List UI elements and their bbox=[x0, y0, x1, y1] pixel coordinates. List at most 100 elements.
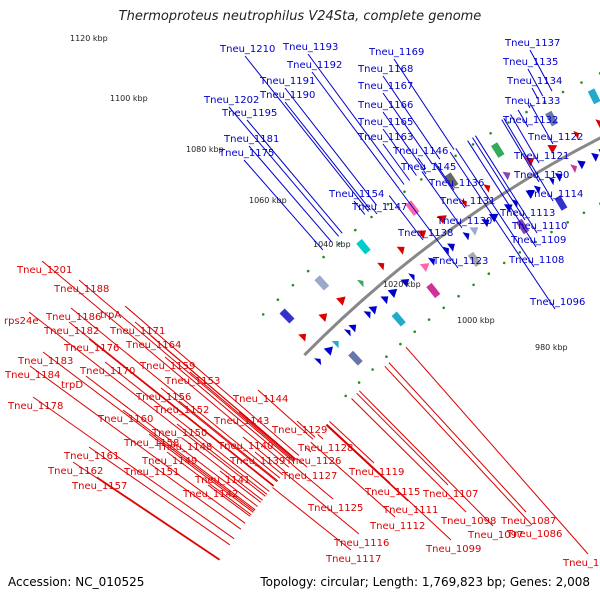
gene-feature-arrow bbox=[577, 160, 586, 170]
gene-feature-arrow bbox=[417, 230, 427, 239]
leader-line bbox=[382, 92, 433, 165]
gene-feature-arrow bbox=[548, 176, 555, 186]
leader-line bbox=[272, 487, 352, 551]
leader-line bbox=[189, 371, 295, 462]
gene-feature-arrow bbox=[533, 185, 541, 195]
leader-line bbox=[329, 421, 375, 464]
accession-text: Accession: NC_010525 bbox=[8, 575, 145, 589]
leader-line bbox=[164, 356, 293, 465]
gene-feature-arrow bbox=[318, 313, 328, 322]
leader-line bbox=[29, 365, 246, 524]
reverse-gene-label: Tneu_1170 bbox=[79, 366, 135, 377]
leader-line bbox=[467, 140, 537, 248]
leader-line bbox=[244, 55, 369, 212]
forward-gene-label: Tneu_1192 bbox=[286, 60, 342, 71]
reverse-gene-label: Tneu_1149 bbox=[141, 456, 197, 467]
reverse-gene-label: Tneu_1162 bbox=[47, 466, 103, 477]
leader-line bbox=[296, 420, 316, 438]
tick-dot bbox=[427, 318, 431, 321]
tick-dot bbox=[413, 330, 417, 334]
tick-dot bbox=[386, 202, 390, 206]
reverse-gene-label: trpA bbox=[100, 310, 121, 321]
leader-line bbox=[72, 461, 220, 561]
tick-dot bbox=[457, 294, 460, 298]
forward-gene-label: Tneu_1181 bbox=[223, 134, 279, 145]
leader-line bbox=[501, 119, 540, 183]
gene-feature-arrow bbox=[547, 145, 558, 154]
tick-dot bbox=[357, 381, 361, 384]
kbp-label: 1100 kbp bbox=[110, 94, 148, 103]
kbp-label: 1060 kbp bbox=[249, 196, 287, 205]
tick-dot bbox=[442, 306, 446, 310]
reverse-gene-label: Tneu_1126 bbox=[285, 456, 341, 467]
leader-line bbox=[384, 365, 533, 526]
reverse-gene-label: Tneu_1116 bbox=[333, 538, 389, 549]
forward-gene-label: Tneu_1166 bbox=[357, 100, 413, 111]
gene-feature-arrow bbox=[323, 346, 333, 356]
leader-line bbox=[296, 457, 308, 468]
leader-line bbox=[382, 75, 441, 160]
reverse-gene-label: Tneu_1201 bbox=[16, 265, 72, 276]
forward-gene-label: Tneu_1136 bbox=[428, 178, 484, 189]
tick-dot bbox=[525, 110, 528, 114]
reverse-gene-label: Tneu_1186 bbox=[45, 312, 101, 323]
forward-gene-label: Tneu_1147 bbox=[351, 202, 407, 213]
reverse-gene-label: Tneu_1129 bbox=[271, 425, 327, 436]
gene-feature-arrow bbox=[298, 333, 307, 342]
reverse-gene-label: Tneu_1125 bbox=[307, 503, 363, 514]
leader-line bbox=[148, 462, 242, 530]
forward-gene-label: Tneu_1134 bbox=[506, 76, 562, 87]
leader-line bbox=[88, 338, 274, 487]
reverse-gene-label: Tneu_1182 bbox=[43, 326, 99, 337]
forward-gene-label: Tneu_1163 bbox=[357, 132, 413, 143]
reverse-gene-label: Tneu_1158 bbox=[123, 438, 179, 449]
leader-line bbox=[160, 387, 278, 483]
leader-line bbox=[434, 162, 455, 191]
forward-gene-label: Tneu_1202 bbox=[203, 95, 259, 106]
leader-line bbox=[517, 109, 529, 128]
leader-line bbox=[317, 433, 324, 440]
gene-feature-arrow bbox=[595, 119, 600, 129]
reverse-gene-label: Tneu_1153 bbox=[164, 376, 220, 387]
forward-gene-label: Tneu_1096 bbox=[529, 297, 585, 308]
leader-line bbox=[529, 102, 554, 145]
reverse-gene-label: Tneu_1139 bbox=[229, 456, 285, 467]
leader-line bbox=[68, 321, 275, 487]
leader-line bbox=[449, 151, 556, 310]
leader-line bbox=[417, 157, 427, 170]
forward-gene-label: Tneu_1132 bbox=[502, 115, 558, 126]
forward-gene-label: Tneu_1167 bbox=[357, 81, 413, 92]
gene-feature-arrow bbox=[447, 243, 455, 252]
gene-feature-arrow bbox=[368, 306, 377, 315]
genome-backbone-arc bbox=[303, 136, 600, 357]
tick-dot bbox=[518, 251, 522, 254]
leader-line bbox=[124, 305, 300, 456]
forward-gene-label: Tneu_1114 bbox=[527, 189, 583, 200]
reverse-gene-label: Tneu_1098 bbox=[440, 516, 496, 527]
kbp-label: 1020 kbp bbox=[383, 280, 421, 289]
gene-label-layer: Tneu_1193Tneu_1210Tneu_1192Tneu_1191Tneu… bbox=[4, 38, 600, 569]
leader-line bbox=[248, 145, 333, 243]
leader-line bbox=[96, 476, 221, 560]
annotation-block bbox=[426, 282, 441, 299]
reverse-gene-label: Tneu_1112 bbox=[369, 521, 425, 532]
gene-feature-arrow bbox=[419, 263, 430, 272]
tick-dot bbox=[354, 228, 357, 232]
leader-line bbox=[433, 162, 466, 209]
kbp-label: 980 kbp bbox=[535, 343, 568, 352]
reverse-gene-label: rps24e bbox=[4, 316, 39, 327]
leader-line bbox=[104, 361, 270, 492]
leader-line bbox=[311, 71, 400, 189]
forward-gene-label: Tneu_1165 bbox=[357, 117, 413, 128]
tick-dot bbox=[399, 342, 402, 346]
annotation-block bbox=[491, 142, 505, 158]
leader-line bbox=[510, 114, 540, 164]
leader-line bbox=[32, 396, 235, 540]
forward-gene-label: Tneu_1120 bbox=[513, 170, 569, 181]
reverse-gene-label: Tneu_1164 bbox=[125, 340, 181, 351]
reverse-gene-label: Tneu_1150 bbox=[151, 428, 207, 439]
leader-line bbox=[176, 423, 268, 495]
reverse-gene-label: Tneu_1188 bbox=[53, 284, 109, 295]
forward-gene-label: Tneu_1121 bbox=[513, 151, 569, 162]
